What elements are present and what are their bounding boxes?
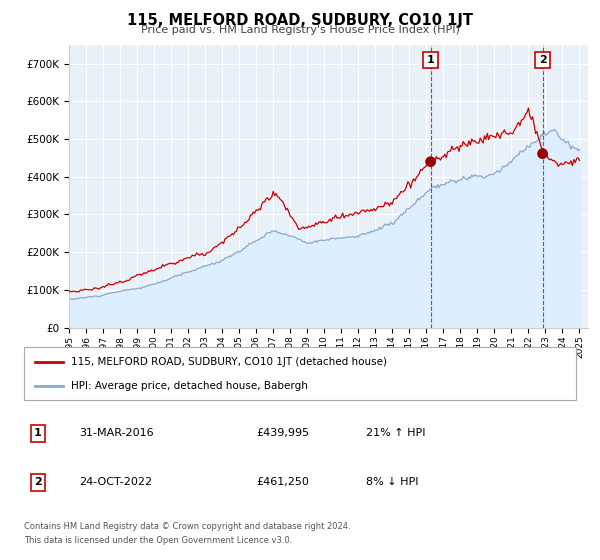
Text: This data is licensed under the Open Government Licence v3.0.: This data is licensed under the Open Gov… [24,536,292,545]
Text: 1: 1 [34,428,41,438]
Text: 24-OCT-2022: 24-OCT-2022 [79,478,152,487]
Text: 31-MAR-2016: 31-MAR-2016 [79,428,154,438]
Text: 2: 2 [539,55,547,65]
Point [538,149,547,158]
Text: 115, MELFORD ROAD, SUDBURY, CO10 1JT (detached house): 115, MELFORD ROAD, SUDBURY, CO10 1JT (de… [71,357,387,367]
Text: HPI: Average price, detached house, Babergh: HPI: Average price, detached house, Babe… [71,380,308,390]
Text: 1: 1 [427,55,434,65]
Text: £439,995: £439,995 [256,428,309,438]
Text: Price paid vs. HM Land Registry's House Price Index (HPI): Price paid vs. HM Land Registry's House … [140,25,460,35]
Text: Contains HM Land Registry data © Crown copyright and database right 2024.: Contains HM Land Registry data © Crown c… [24,522,350,531]
Point [426,157,436,166]
Text: 115, MELFORD ROAD, SUDBURY, CO10 1JT: 115, MELFORD ROAD, SUDBURY, CO10 1JT [127,13,473,29]
Text: 2: 2 [34,478,41,487]
FancyBboxPatch shape [24,347,576,400]
Text: £461,250: £461,250 [256,478,309,487]
Text: 21% ↑ HPI: 21% ↑ HPI [366,428,426,438]
Text: 8% ↓ HPI: 8% ↓ HPI [366,478,419,487]
